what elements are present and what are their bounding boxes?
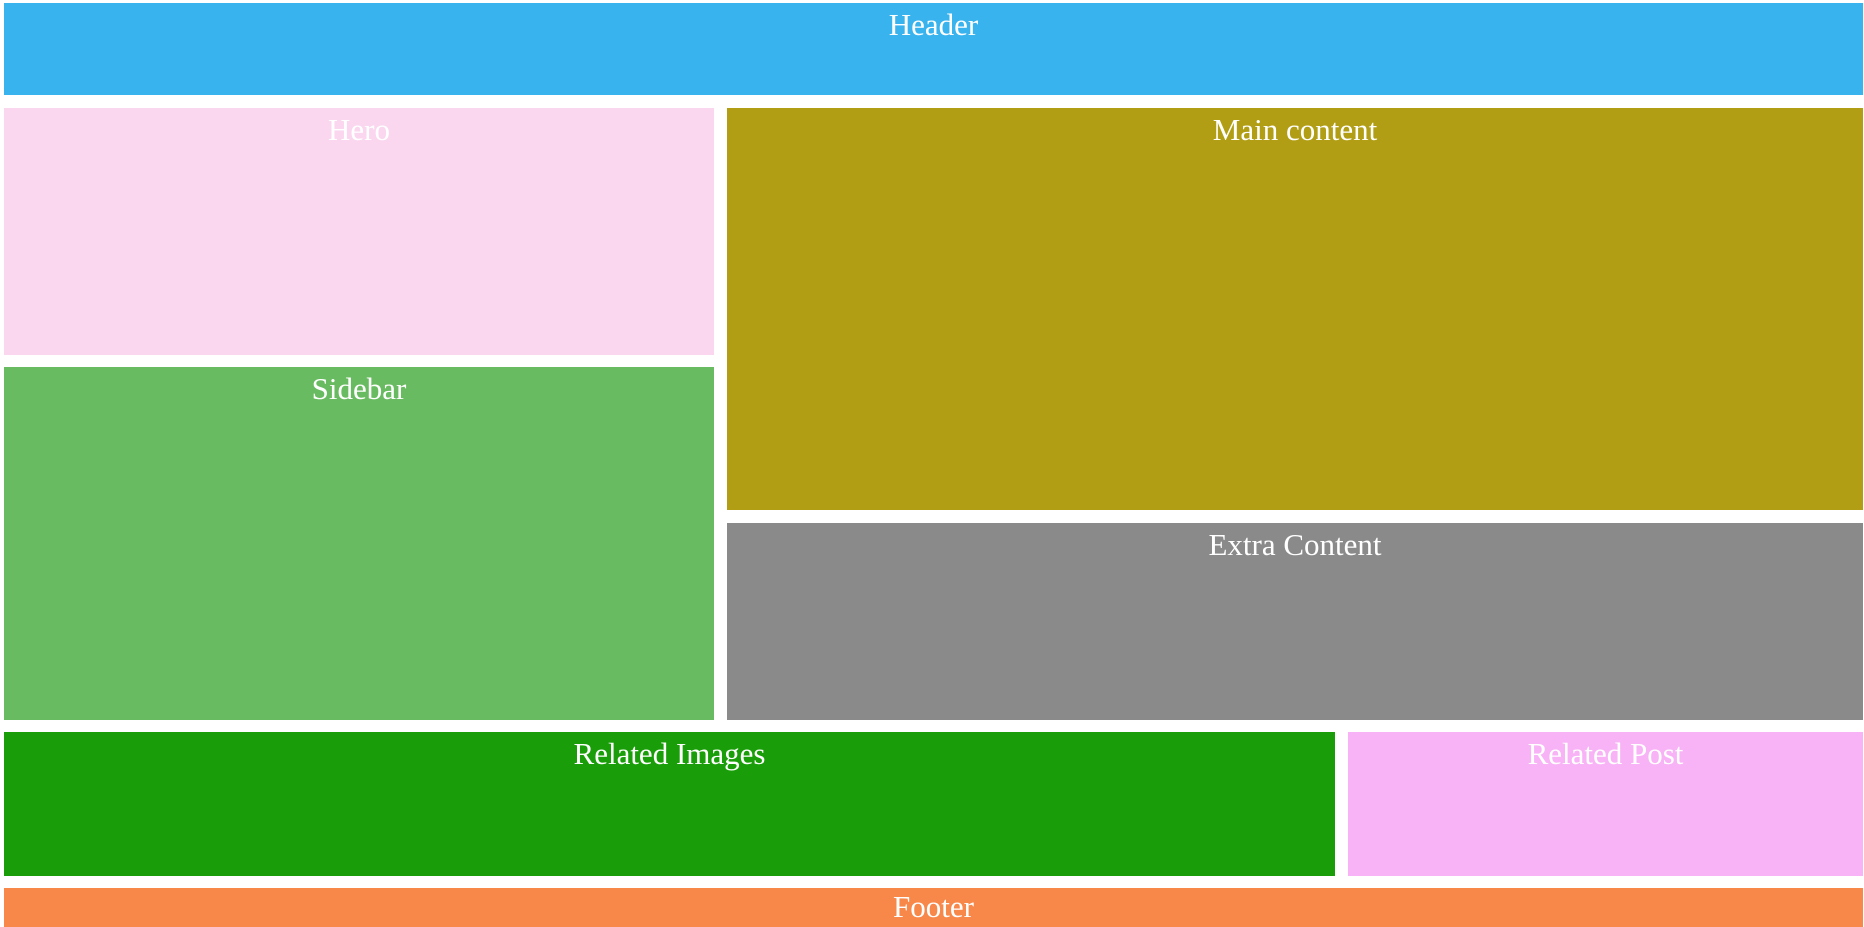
footer-region: Footer	[4, 888, 1863, 927]
related-images-region: Related Images	[4, 732, 1335, 876]
hero-label: Hero	[328, 112, 390, 147]
related-post-label: Related Post	[1527, 736, 1684, 771]
sidebar-label: Sidebar	[311, 371, 407, 406]
header-label: Header	[888, 7, 979, 42]
related-images-label: Related Images	[573, 736, 766, 771]
header-region: Header	[4, 3, 1863, 95]
sidebar-region: Sidebar	[4, 367, 714, 720]
extra-content-label: Extra Content	[1208, 527, 1382, 562]
main-content-region: Main content	[727, 108, 1863, 510]
related-post-region: Related Post	[1348, 732, 1863, 876]
footer-label: Footer	[893, 889, 974, 924]
main-content-label: Main content	[1212, 112, 1378, 147]
extra-content-region: Extra Content	[727, 523, 1863, 720]
hero-region: Hero	[4, 108, 714, 355]
